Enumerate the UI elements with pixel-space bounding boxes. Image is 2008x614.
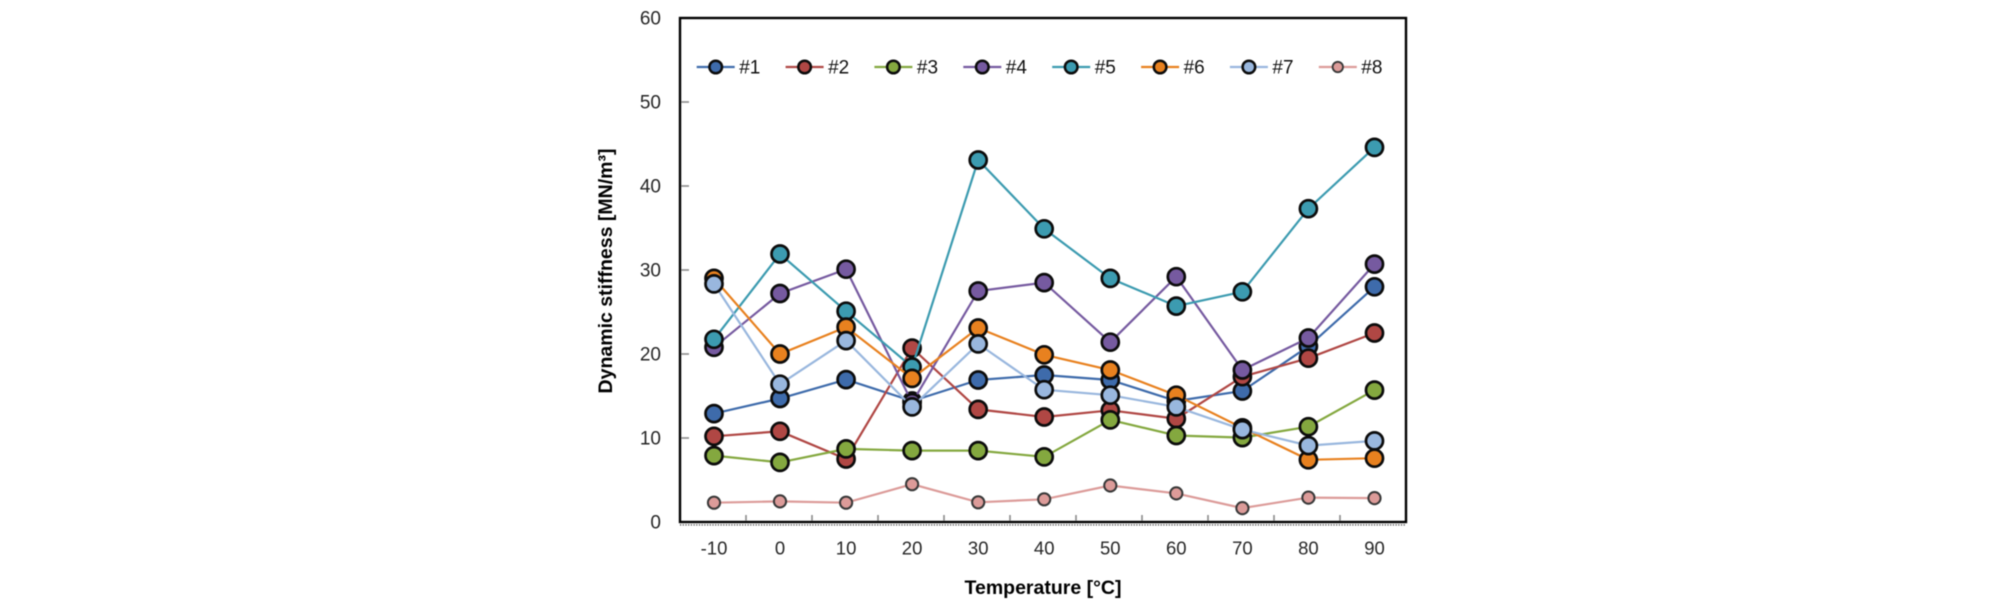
svg-text:40: 40 [1034, 538, 1055, 559]
svg-text:#1: #1 [739, 58, 760, 79]
svg-text:#6: #6 [1184, 58, 1205, 79]
svg-text:#7: #7 [1272, 58, 1293, 79]
svg-text:#4: #4 [1006, 58, 1028, 79]
svg-text:Temperature [°C]: Temperature [°C] [965, 577, 1122, 599]
svg-text:50: 50 [1100, 538, 1121, 559]
svg-text:30: 30 [968, 538, 989, 559]
svg-text:#8: #8 [1361, 58, 1382, 79]
svg-text:#2: #2 [828, 58, 849, 79]
svg-text:80: 80 [1298, 538, 1319, 559]
svg-text:10: 10 [836, 538, 857, 559]
svg-text:30: 30 [640, 261, 661, 282]
svg-text:60: 60 [1166, 538, 1187, 559]
svg-text:10: 10 [640, 429, 661, 450]
svg-text:#5: #5 [1095, 58, 1116, 79]
svg-text:-10: -10 [701, 538, 728, 559]
svg-text:50: 50 [640, 93, 661, 114]
svg-text:0: 0 [650, 513, 661, 534]
svg-text:40: 40 [640, 177, 661, 198]
svg-text:20: 20 [640, 345, 661, 366]
svg-text:60: 60 [640, 9, 661, 30]
svg-text:20: 20 [902, 538, 923, 559]
svg-text:Dynamic stiffness [MN/m³]: Dynamic stiffness [MN/m³] [595, 149, 617, 394]
svg-text:90: 90 [1364, 538, 1385, 559]
svg-text:0: 0 [775, 538, 785, 559]
svg-text:#3: #3 [917, 58, 938, 79]
svg-text:70: 70 [1232, 538, 1253, 559]
